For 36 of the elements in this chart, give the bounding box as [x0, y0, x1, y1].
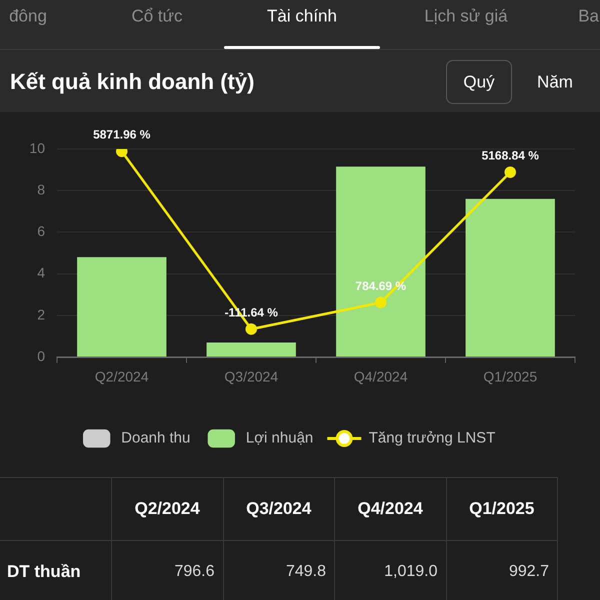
data-label: 796.6	[174, 563, 214, 581]
category-label: Q3/2024	[246, 499, 312, 519]
category-label: Q4/2024	[358, 499, 423, 519]
text: DT thuần	[7, 562, 81, 582]
x-tick-label: Q2/2024	[94, 368, 149, 384]
data-label: 5871.96 %	[93, 128, 151, 142]
legend-label: Lợi nhuận	[246, 430, 314, 447]
y-tick-label: 2	[37, 306, 46, 322]
data-label: 749.8	[286, 563, 326, 581]
data-label: 5168.84 %	[482, 148, 540, 163]
text: Lịch sử giá	[424, 6, 508, 26]
text: Quý	[463, 72, 495, 92]
y-tick-label: 10	[29, 140, 46, 156]
x-tick-label: Q1/2025	[483, 368, 538, 384]
category-label: Q2/2024	[134, 499, 200, 519]
y-tick-label: 4	[37, 264, 46, 281]
data-label: 992.7	[508, 563, 549, 581]
x-tick-label: Q4/2024	[354, 368, 408, 384]
bar	[206, 342, 296, 356]
x-tick-label: Q3/2024	[224, 368, 278, 384]
data-label: 1,019.0	[384, 563, 438, 581]
text: Ba	[578, 6, 599, 26]
bar	[77, 257, 166, 356]
legend-label: Doanh thu	[121, 430, 190, 447]
bar	[336, 166, 426, 356]
legend-label: Tăng trưởng LNST	[368, 430, 496, 447]
bar	[466, 198, 555, 356]
chart-title: Kết quả kinh doanh (tỷ)	[10, 69, 254, 94]
y-tick-label: 6	[37, 223, 46, 240]
text: đông	[9, 6, 47, 26]
text: Tài chính	[267, 6, 337, 26]
y-tick-label: 0	[37, 348, 46, 364]
text: Năm	[537, 72, 573, 92]
category-label: Q1/2025	[469, 499, 534, 519]
text: Cổ tức	[131, 6, 183, 26]
y-tick-label: 8	[37, 181, 46, 198]
